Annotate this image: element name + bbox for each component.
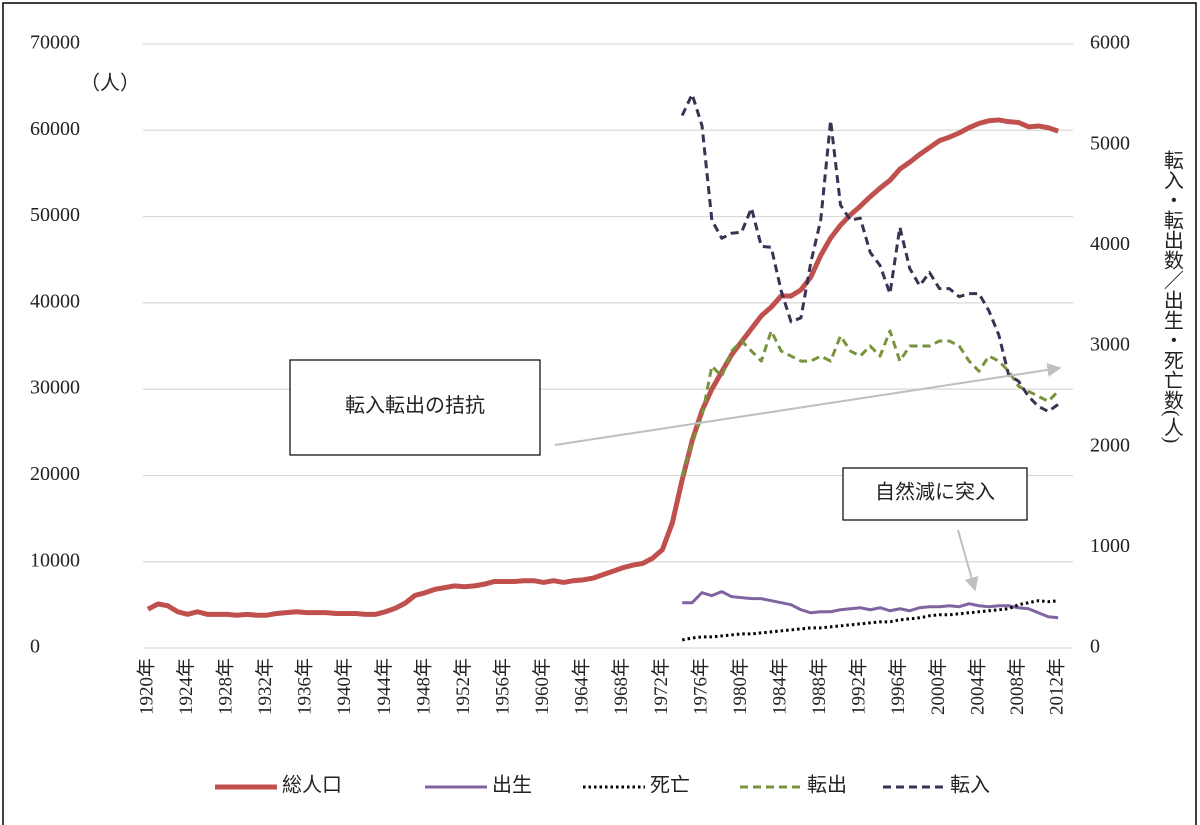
x-tick-label: 1952年 <box>452 658 474 715</box>
x-tick-label: 1932年 <box>254 658 276 715</box>
series-line <box>680 329 1060 478</box>
y2-tick-label: 4000 <box>1090 233 1130 255</box>
x-tick-label: 2012年 <box>1046 658 1068 715</box>
annotation-arrow <box>957 529 979 592</box>
x-tick-label: 1956年 <box>491 658 513 715</box>
y2-tick-label: 6000 <box>1090 32 1130 54</box>
x-tick-label: 1992年 <box>848 658 870 715</box>
x-tick-label: 1972年 <box>650 658 672 715</box>
x-tick-label: 1936年 <box>294 658 316 715</box>
x-tick-label: 1948年 <box>412 658 434 715</box>
y-tick-label: 0 <box>30 636 40 658</box>
x-tick-label: 1940年 <box>333 658 355 715</box>
x-tick-label: 1924年 <box>175 658 197 715</box>
x-tick-label: 1960年 <box>531 658 553 715</box>
y2-axis-label: 転入・転出数／出生・死亡数(人) <box>1160 150 1183 444</box>
x-tick-label: 2000年 <box>927 658 949 715</box>
y2-tick-label: 1000 <box>1090 535 1130 557</box>
y2-tick-label: 0 <box>1090 636 1100 658</box>
legend-label: 転入 <box>950 774 990 797</box>
annotation-text: 転入転出の拮抗 <box>345 394 485 417</box>
y-tick-label: 50000 <box>30 204 80 226</box>
y2-tick-label: 3000 <box>1090 334 1130 356</box>
series-line <box>682 590 1059 620</box>
x-tick-label: 1988年 <box>808 658 830 715</box>
series-line <box>680 92 1060 413</box>
x-tick-label: 1928年 <box>214 658 236 715</box>
x-tick-label: 2008年 <box>1006 658 1028 715</box>
x-tick-label: 2004年 <box>966 658 988 715</box>
y-tick-label: 30000 <box>30 377 80 399</box>
legend-label: 死亡 <box>650 774 690 797</box>
x-tick-label: 1944年 <box>373 658 395 715</box>
x-tick-label: 1996年 <box>887 658 909 715</box>
legend-label: 総人口 <box>282 774 342 797</box>
annotation-box <box>842 467 1028 521</box>
x-tick-label: 1976年 <box>689 658 711 715</box>
legend-label: 転出 <box>807 774 847 797</box>
x-tick-label: 1964年 <box>571 658 593 715</box>
x-tick-label: 1984年 <box>768 658 790 715</box>
annotation-text: 自然減に突入 <box>875 481 995 504</box>
y-axis-label: （人） <box>80 72 140 95</box>
y-tick-label: 10000 <box>30 549 80 571</box>
y-tick-label: 40000 <box>30 290 80 312</box>
legend-label: 出生 <box>492 774 532 797</box>
y2-tick-label: 5000 <box>1090 132 1130 154</box>
x-tick-label: 1920年 <box>135 658 157 715</box>
annotation-box <box>289 359 541 456</box>
series-line <box>146 117 1059 618</box>
y-tick-label: 60000 <box>30 118 80 140</box>
y-tick-label: 70000 <box>30 32 80 54</box>
x-tick-label: 1968年 <box>610 658 632 715</box>
x-tick-label: 1980年 <box>729 658 751 715</box>
y2-tick-label: 2000 <box>1090 434 1130 456</box>
y-tick-label: 20000 <box>30 463 80 485</box>
series-line <box>681 599 1059 642</box>
annotation-arrow <box>554 362 1062 446</box>
